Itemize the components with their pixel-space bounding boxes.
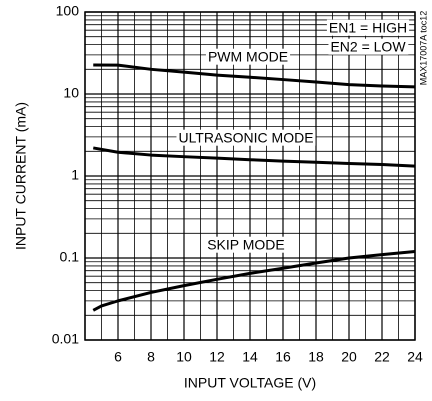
annotation-bg	[328, 38, 409, 55]
series-line	[93, 63, 416, 89]
annotation-bg	[418, 8, 429, 88]
x-axis-label: INPUT VOLTAGE (V)	[184, 375, 316, 391]
y-axis-label: INPUT CURRENT (mA)	[13, 102, 29, 250]
series-line	[92, 250, 416, 312]
y-tick-label: 1	[71, 167, 79, 183]
x-tick-label: 16	[275, 349, 291, 365]
y-tick-label: 0.1	[60, 249, 80, 265]
annotation: EN2 = LOW	[330, 39, 406, 55]
annotation: EN1 = HIGH	[329, 20, 407, 36]
y-tick-label: 100	[56, 3, 80, 19]
y-tick-label: 0.01	[52, 331, 79, 347]
x-tick-label: 10	[176, 349, 192, 365]
series-label-bg	[176, 129, 316, 146]
annotation-bg	[326, 19, 410, 36]
x-tick-label: 6	[114, 349, 122, 365]
series-line	[92, 146, 416, 168]
series-label-bg	[205, 48, 291, 65]
x-tick-label: 22	[374, 349, 390, 365]
x-tick-label: 8	[147, 349, 155, 365]
series-label: SKIP MODE	[207, 237, 285, 253]
x-tick-label: 14	[242, 349, 258, 365]
series-label: ULTRASONIC MODE	[178, 130, 313, 146]
series-label-bg	[205, 236, 287, 253]
series-label: PWM MODE	[208, 49, 288, 65]
x-tick-label: 12	[209, 349, 225, 365]
plot-frame	[84, 11, 416, 341]
x-tick-label: 18	[308, 349, 324, 365]
annotation: MAX17007A toc12	[418, 11, 428, 86]
y-tick-label: 10	[63, 85, 79, 101]
x-tick-label: 20	[341, 349, 357, 365]
x-tick-label: 24	[407, 349, 423, 365]
